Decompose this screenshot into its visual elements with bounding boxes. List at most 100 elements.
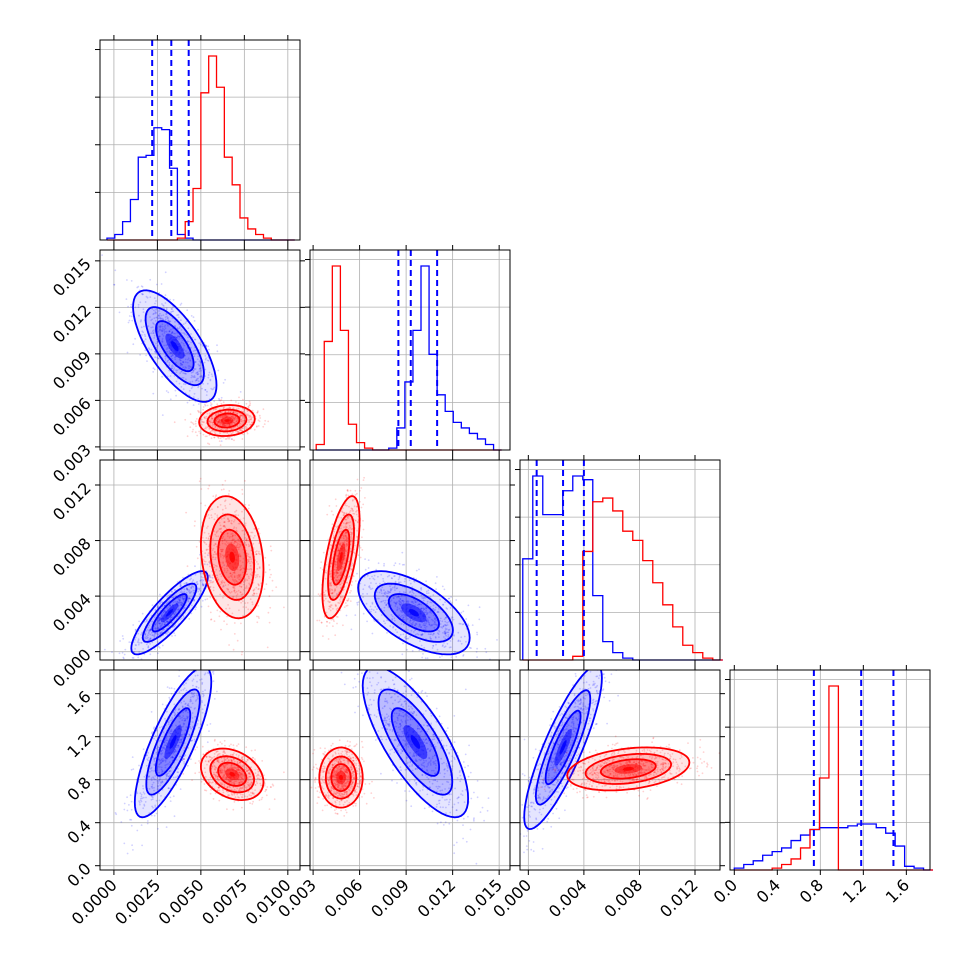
sample-point (242, 615, 245, 617)
sample-point (400, 601, 402, 604)
sample-point (187, 351, 190, 354)
sample-point (114, 812, 117, 814)
sample-point (217, 578, 220, 581)
sample-point (164, 760, 167, 763)
sample-point (462, 623, 465, 626)
sample-point (224, 521, 226, 523)
sample-point (233, 571, 236, 574)
sample-point (415, 601, 417, 603)
sample-point (342, 588, 345, 591)
sample-point (230, 415, 233, 418)
sample-point (391, 586, 394, 589)
sample-point (227, 520, 230, 523)
sample-point (209, 420, 211, 423)
sample-point (356, 603, 359, 606)
sample-point (219, 421, 222, 424)
sample-point (184, 607, 186, 609)
sample-point (165, 620, 168, 623)
sample-point (245, 539, 248, 542)
sample-point (193, 376, 195, 378)
sample-point (165, 737, 168, 739)
sample-point (169, 352, 172, 355)
sample-point (185, 366, 188, 369)
sample-point (164, 318, 167, 321)
sample-point (476, 631, 478, 634)
sample-point (389, 585, 391, 588)
sample-point (258, 550, 260, 553)
sample-point (198, 411, 200, 414)
sample-point (209, 378, 212, 381)
sample-point (228, 438, 230, 440)
sample-point (444, 645, 447, 648)
sample-point (359, 556, 362, 559)
sample-point (161, 760, 164, 762)
sample-point (429, 601, 432, 604)
sample-point (208, 348, 210, 351)
sample-point (169, 618, 172, 621)
sample-point (345, 543, 348, 546)
sample-point (161, 644, 164, 647)
sample-point (450, 596, 452, 598)
sample-point (217, 422, 219, 425)
sample-point (170, 687, 173, 689)
sample-point (170, 355, 173, 358)
sample-point (334, 588, 336, 590)
sample-point (171, 332, 174, 335)
sample-point (189, 598, 192, 600)
sample-point (159, 761, 162, 764)
sample-point (337, 572, 340, 574)
sample-point (142, 308, 145, 311)
sample-point (356, 492, 358, 495)
sample-point (175, 361, 178, 364)
sample-point (423, 608, 425, 611)
sample-point (426, 618, 429, 620)
sample-point (228, 607, 231, 610)
sample-point (200, 576, 203, 578)
sample-point (190, 315, 193, 317)
sample-point (246, 568, 249, 571)
sample-point (177, 335, 180, 338)
sample-point (424, 597, 427, 599)
sample-point (177, 608, 180, 611)
sample-point (160, 314, 163, 317)
sample-point (160, 601, 162, 603)
sample-point (148, 291, 151, 294)
sample-point (194, 361, 197, 363)
sample-point (220, 581, 223, 583)
sample-point (391, 615, 394, 618)
sample-point (343, 511, 346, 514)
sample-point (159, 326, 162, 329)
sample-point (339, 543, 341, 546)
sample-point (445, 607, 448, 609)
sample-point (188, 734, 191, 737)
sample-point (198, 410, 200, 413)
sample-point (250, 421, 253, 424)
sample-point (407, 629, 409, 631)
sample-point (351, 493, 354, 496)
sample-point (163, 623, 166, 626)
sample-point (248, 421, 250, 424)
sample-point (159, 759, 162, 762)
sample-point (233, 587, 236, 590)
sample-point (155, 622, 158, 625)
sample-point (247, 405, 250, 408)
sample-point (193, 600, 196, 602)
sample-point (243, 421, 245, 423)
sample-point (400, 594, 403, 597)
sample-point (345, 538, 348, 540)
sample-point (248, 504, 250, 507)
sample-point (236, 420, 238, 423)
sample-point (423, 646, 426, 649)
sample-point (358, 545, 361, 547)
sample-point (164, 316, 167, 318)
sample-point (142, 648, 145, 650)
sample-point (187, 703, 190, 705)
sample-point (212, 563, 215, 566)
sample-point (143, 653, 146, 656)
sample-point (345, 605, 348, 607)
sample-point (154, 757, 157, 760)
sample-point (420, 634, 423, 637)
sample-point (172, 299, 175, 301)
sample-point (224, 411, 227, 414)
sample-point (183, 733, 186, 736)
